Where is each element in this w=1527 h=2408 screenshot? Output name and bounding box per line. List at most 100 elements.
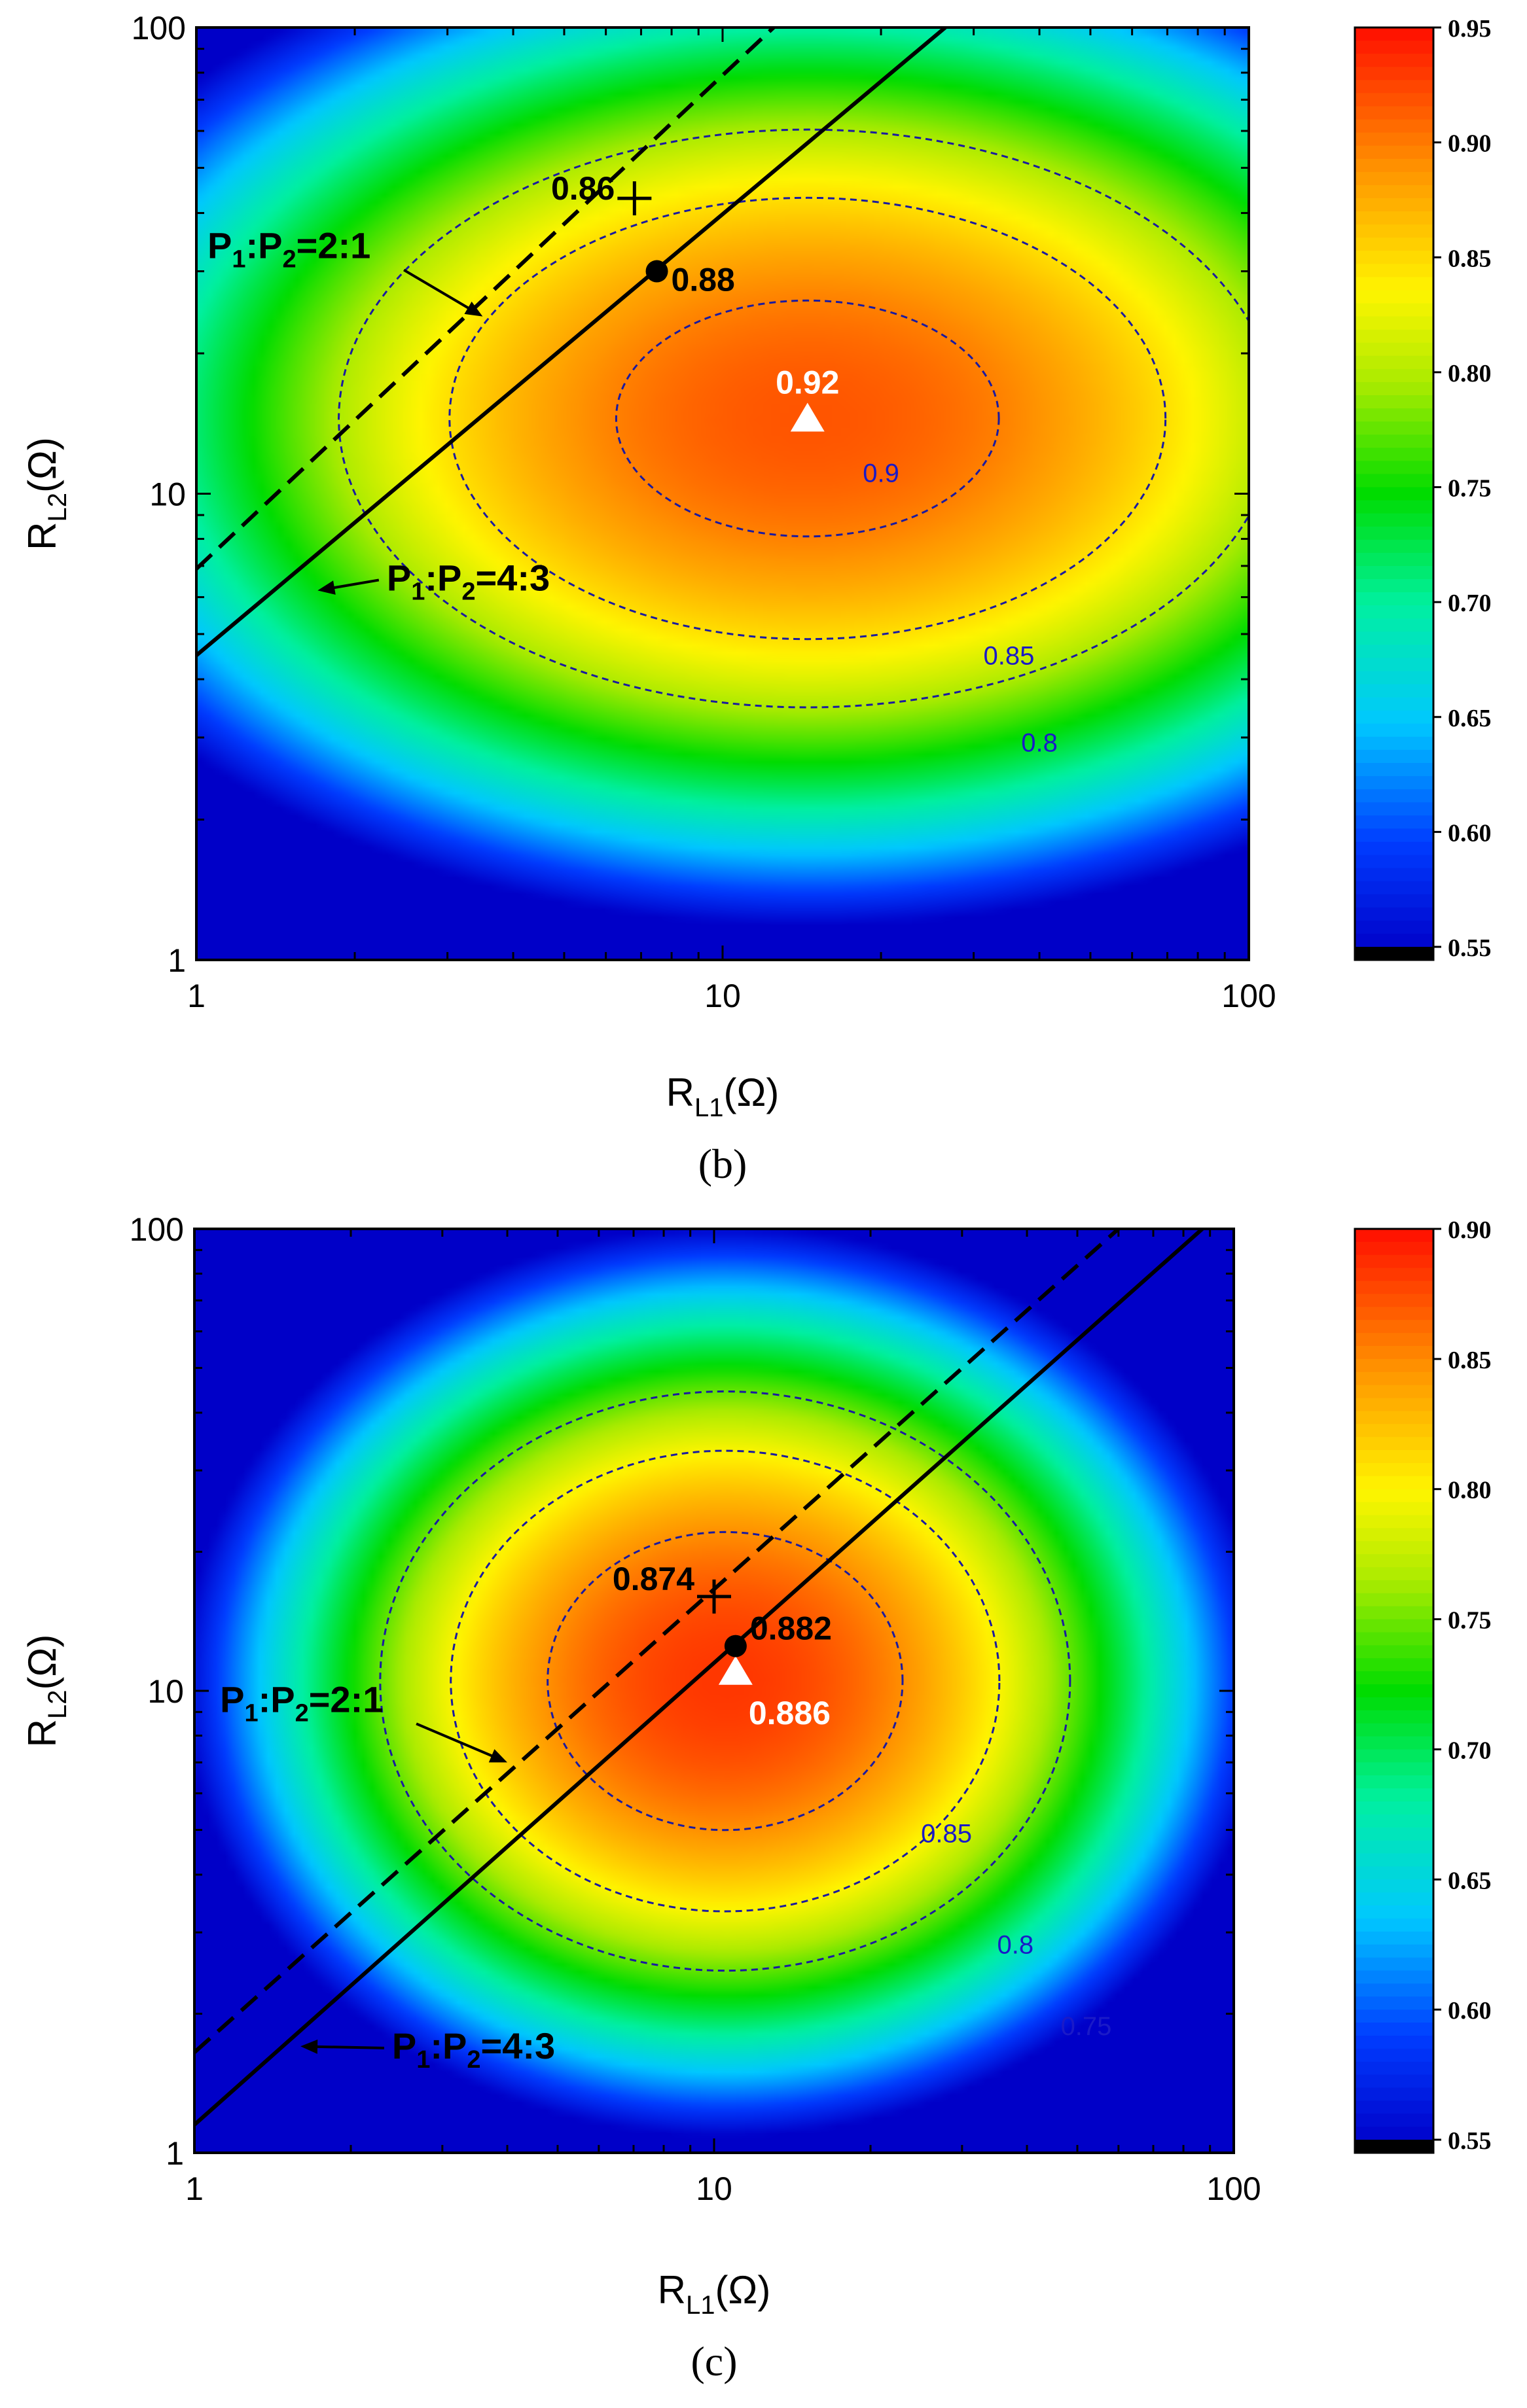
line-ratio-4-3: [196, 27, 947, 657]
colorbar-band: [1355, 54, 1433, 68]
x-tick-label: 10: [696, 2170, 732, 2207]
colorbar-band: [1355, 1606, 1433, 1620]
colorbar-band: [1355, 461, 1433, 475]
colorbar-tick-label: 0.95: [1448, 15, 1492, 43]
colorbar-band: [1355, 1267, 1433, 1282]
colorbar-band: [1355, 93, 1433, 107]
annotation-arrow-head: [464, 301, 483, 317]
colorbar-band: [1355, 238, 1433, 252]
colorbar-band: [1355, 802, 1433, 817]
y-tick-label: 10: [147, 1673, 184, 1710]
y-tick-label: 10: [149, 476, 186, 513]
colorbar-under-band: [1355, 2140, 1433, 2153]
colorbar-band: [1355, 1840, 1433, 1854]
colorbar-band: [1355, 342, 1433, 357]
colorbar-band: [1355, 421, 1433, 436]
colorbar-band: [1355, 855, 1433, 869]
contour-line-0.85: [448, 196, 1167, 641]
colorbar-band: [1355, 605, 1433, 620]
colorbar: 0.55 0.60 0.65 0.70 0.75 0.80 0.85 0.90: [1354, 1216, 1492, 2155]
point-label-triangle: 0.92: [776, 364, 839, 401]
panel-label: (b): [698, 1141, 747, 1187]
colorbar: 0.55 0.60 0.65 0.70 0.75 0.80 0.85 0.90 0.95: [1354, 15, 1492, 962]
colorbar-band: [1355, 158, 1433, 173]
colorbar-band: [1355, 2127, 1433, 2140]
colorbar-band: [1355, 303, 1433, 317]
annotation-arrow-head: [317, 580, 336, 595]
point-label-plus: 0.86: [551, 170, 615, 207]
point-label-triangle: 0.886: [749, 1695, 831, 1731]
annotation-ratio-43: P1:P2=4:3: [387, 557, 550, 605]
colorbar-band: [1355, 828, 1433, 843]
y-tick-label: 100: [132, 10, 186, 46]
colorbar-band: [1355, 1879, 1433, 1894]
colorbar-band: [1355, 1385, 1433, 1399]
colorbar-band: [1355, 408, 1433, 423]
colorbar-band: [1355, 1788, 1433, 1802]
x-tick-label: 100: [1221, 978, 1276, 1014]
colorbar-tick-label: 0.55: [1448, 934, 1492, 962]
colorbar-band: [1355, 251, 1433, 265]
colorbar-band: [1355, 1892, 1433, 1907]
colorbar-band: [1355, 145, 1433, 160]
contour-label-0.8: 0.8: [997, 1930, 1034, 1959]
plus-marker: [697, 1579, 731, 1614]
colorbar-band: [1355, 224, 1433, 239]
contour-line-0.8: [450, 1449, 1001, 1913]
colorbar-band: [1355, 920, 1433, 934]
x-axis-title: RL1(Ω): [658, 2268, 771, 2320]
y-tick-label: 1: [166, 2135, 184, 2172]
colorbar-frame: [1354, 1228, 1435, 2154]
colorbar-band: [1355, 1476, 1433, 1490]
colorbar-band: [1355, 1762, 1433, 1777]
colorbar-band: [1355, 2010, 1433, 2024]
colorbar-band: [1355, 736, 1433, 751]
annotation-arrow-head: [300, 2039, 318, 2054]
colorbar-band: [1355, 1814, 1433, 1828]
colorbar-band: [1355, 1957, 1433, 1972]
colorbar-band: [1355, 789, 1433, 804]
colorbar-band: [1355, 1905, 1433, 1919]
panel-b: 0.8 0.85 0.9 0.92 0.88 0.86 P1:P2=2:1 P1:P2=4:3…: [20, 10, 1492, 1187]
contour-line-0.8: [337, 128, 1249, 709]
colorbar-band: [1355, 658, 1433, 672]
colorbar-band: [1355, 1333, 1433, 1347]
contour-label-0.8: 0.8: [1021, 728, 1058, 757]
colorbar-band: [1355, 2114, 1433, 2128]
colorbar-band: [1355, 1345, 1433, 1360]
colorbar-band: [1355, 579, 1433, 593]
colorbar-band: [1355, 776, 1433, 790]
colorbar-band: [1355, 1437, 1433, 1451]
contour-label-0.85: 0.85: [984, 642, 1035, 671]
annotation-ratio-21: P1:P2=2:1: [220, 1678, 383, 1727]
colorbar-band: [1355, 198, 1433, 212]
colorbar-band: [1355, 1489, 1433, 1503]
circle-marker: [645, 260, 668, 283]
point-label-circle: 0.88: [672, 262, 735, 298]
colorbar-band: [1355, 841, 1433, 856]
annotation-arrow-shaft: [326, 578, 380, 591]
annotation-arrow-head: [488, 1749, 508, 1763]
colorbar-band: [1355, 2035, 1433, 2049]
colorbar-tick-label: 0.70: [1448, 1737, 1492, 1764]
colorbar-band: [1355, 1736, 1433, 1750]
colorbar-tick-label: 0.55: [1448, 2127, 1492, 2155]
colorbar-band: [1355, 27, 1433, 42]
point-label-plus: 0.874: [613, 1561, 694, 1597]
colorbar-band: [1355, 434, 1433, 449]
colorbar-band: [1355, 41, 1433, 55]
contour-lines: [379, 1390, 1071, 1972]
colorbar-band: [1355, 368, 1433, 383]
annotation-arrow-shaft: [310, 2045, 384, 2049]
colorbar-band: [1355, 381, 1433, 396]
colorbar-band: [1355, 1424, 1433, 1438]
colorbar-band: [1355, 565, 1433, 580]
colorbar-band: [1355, 329, 1433, 344]
colorbar-band: [1355, 1502, 1433, 1516]
contour-line-0.85: [547, 1531, 904, 1832]
colorbar-band: [1355, 1229, 1433, 1243]
colorbar-band: [1355, 763, 1433, 777]
panel-c: 0.75 0.8 0.85 0.886 0.882 0.874 P1:P2=2:1 P1:P2…: [20, 1211, 1492, 2384]
colorbar-tick-label: 0.70: [1448, 590, 1492, 617]
colorbar-band: [1355, 185, 1433, 199]
